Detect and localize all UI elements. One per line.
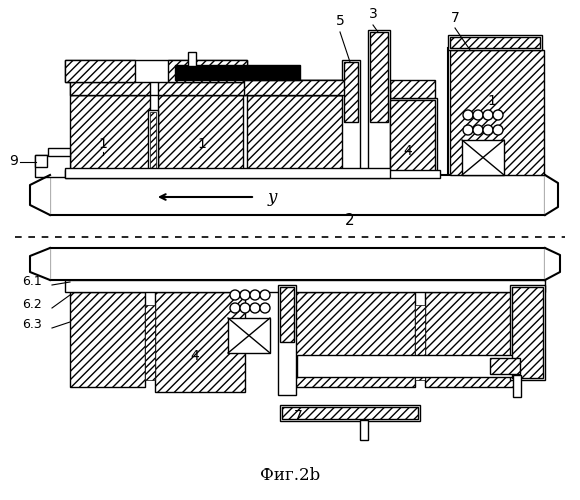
Circle shape xyxy=(473,110,483,120)
Bar xyxy=(50,248,545,280)
Circle shape xyxy=(250,290,260,300)
Bar xyxy=(168,60,247,82)
Bar xyxy=(295,292,415,387)
Bar xyxy=(70,80,245,95)
Text: 7: 7 xyxy=(293,409,302,423)
Bar xyxy=(70,80,150,95)
Circle shape xyxy=(493,125,503,135)
Text: 3: 3 xyxy=(369,7,378,21)
Text: 1: 1 xyxy=(99,137,107,151)
Bar xyxy=(35,155,47,167)
Text: 9: 9 xyxy=(9,154,18,168)
Bar xyxy=(50,175,545,215)
Bar xyxy=(150,112,156,173)
Text: Фиг.2b: Фиг.2b xyxy=(260,466,320,483)
Bar xyxy=(247,95,344,175)
Bar xyxy=(244,80,347,95)
Bar xyxy=(175,65,300,80)
Bar xyxy=(450,50,540,175)
Circle shape xyxy=(250,303,260,313)
Bar xyxy=(448,48,542,175)
Bar xyxy=(282,407,418,419)
Bar xyxy=(390,100,435,175)
Text: 2: 2 xyxy=(345,213,355,228)
Circle shape xyxy=(240,290,250,300)
Circle shape xyxy=(260,303,270,313)
Polygon shape xyxy=(30,175,50,215)
Bar xyxy=(448,35,542,50)
Bar xyxy=(65,60,135,82)
Text: 7: 7 xyxy=(451,11,459,25)
Bar xyxy=(462,140,504,175)
Bar xyxy=(70,95,150,175)
Bar xyxy=(512,287,543,378)
Bar xyxy=(415,305,425,380)
Bar xyxy=(65,60,247,82)
Bar xyxy=(390,80,435,98)
Bar xyxy=(368,30,390,175)
Bar xyxy=(158,80,245,95)
Bar xyxy=(360,420,368,440)
Polygon shape xyxy=(545,175,558,215)
Bar xyxy=(344,62,358,122)
Bar xyxy=(280,287,294,342)
Text: 4: 4 xyxy=(404,144,412,158)
Bar xyxy=(158,95,243,175)
Text: y: y xyxy=(268,189,277,206)
Bar xyxy=(490,358,520,374)
Bar xyxy=(228,318,270,353)
Polygon shape xyxy=(545,248,560,280)
Bar xyxy=(342,60,360,175)
Bar xyxy=(297,355,522,377)
Bar xyxy=(280,405,420,421)
Bar xyxy=(370,32,388,122)
Text: 6.3: 6.3 xyxy=(22,318,42,331)
Text: 5: 5 xyxy=(336,14,345,28)
Circle shape xyxy=(230,290,240,300)
Bar xyxy=(145,305,155,380)
Circle shape xyxy=(240,303,250,313)
Bar xyxy=(388,98,437,175)
Text: 1: 1 xyxy=(198,137,206,151)
Bar xyxy=(48,148,70,156)
Circle shape xyxy=(473,125,483,135)
Circle shape xyxy=(483,125,493,135)
Text: 4: 4 xyxy=(191,349,200,363)
Bar xyxy=(425,292,515,387)
Bar xyxy=(513,375,521,397)
Circle shape xyxy=(483,110,493,120)
Circle shape xyxy=(230,303,240,313)
Bar xyxy=(510,285,545,380)
Bar xyxy=(390,100,435,175)
Bar xyxy=(70,292,145,387)
Bar xyxy=(244,80,347,95)
Bar xyxy=(155,292,245,392)
Text: 6.1: 6.1 xyxy=(22,275,42,288)
Bar xyxy=(247,80,344,95)
Bar xyxy=(65,170,440,178)
Circle shape xyxy=(463,125,473,135)
Bar xyxy=(65,168,390,178)
Bar xyxy=(450,37,540,48)
Bar xyxy=(450,50,544,175)
Text: 1: 1 xyxy=(488,94,496,108)
Circle shape xyxy=(260,290,270,300)
Bar xyxy=(148,110,158,175)
Circle shape xyxy=(493,110,503,120)
Bar xyxy=(188,52,196,66)
Polygon shape xyxy=(30,248,50,280)
Text: 6.2: 6.2 xyxy=(22,298,42,311)
Bar xyxy=(278,285,296,395)
Circle shape xyxy=(463,110,473,120)
Bar xyxy=(65,280,545,292)
Bar xyxy=(35,155,70,177)
